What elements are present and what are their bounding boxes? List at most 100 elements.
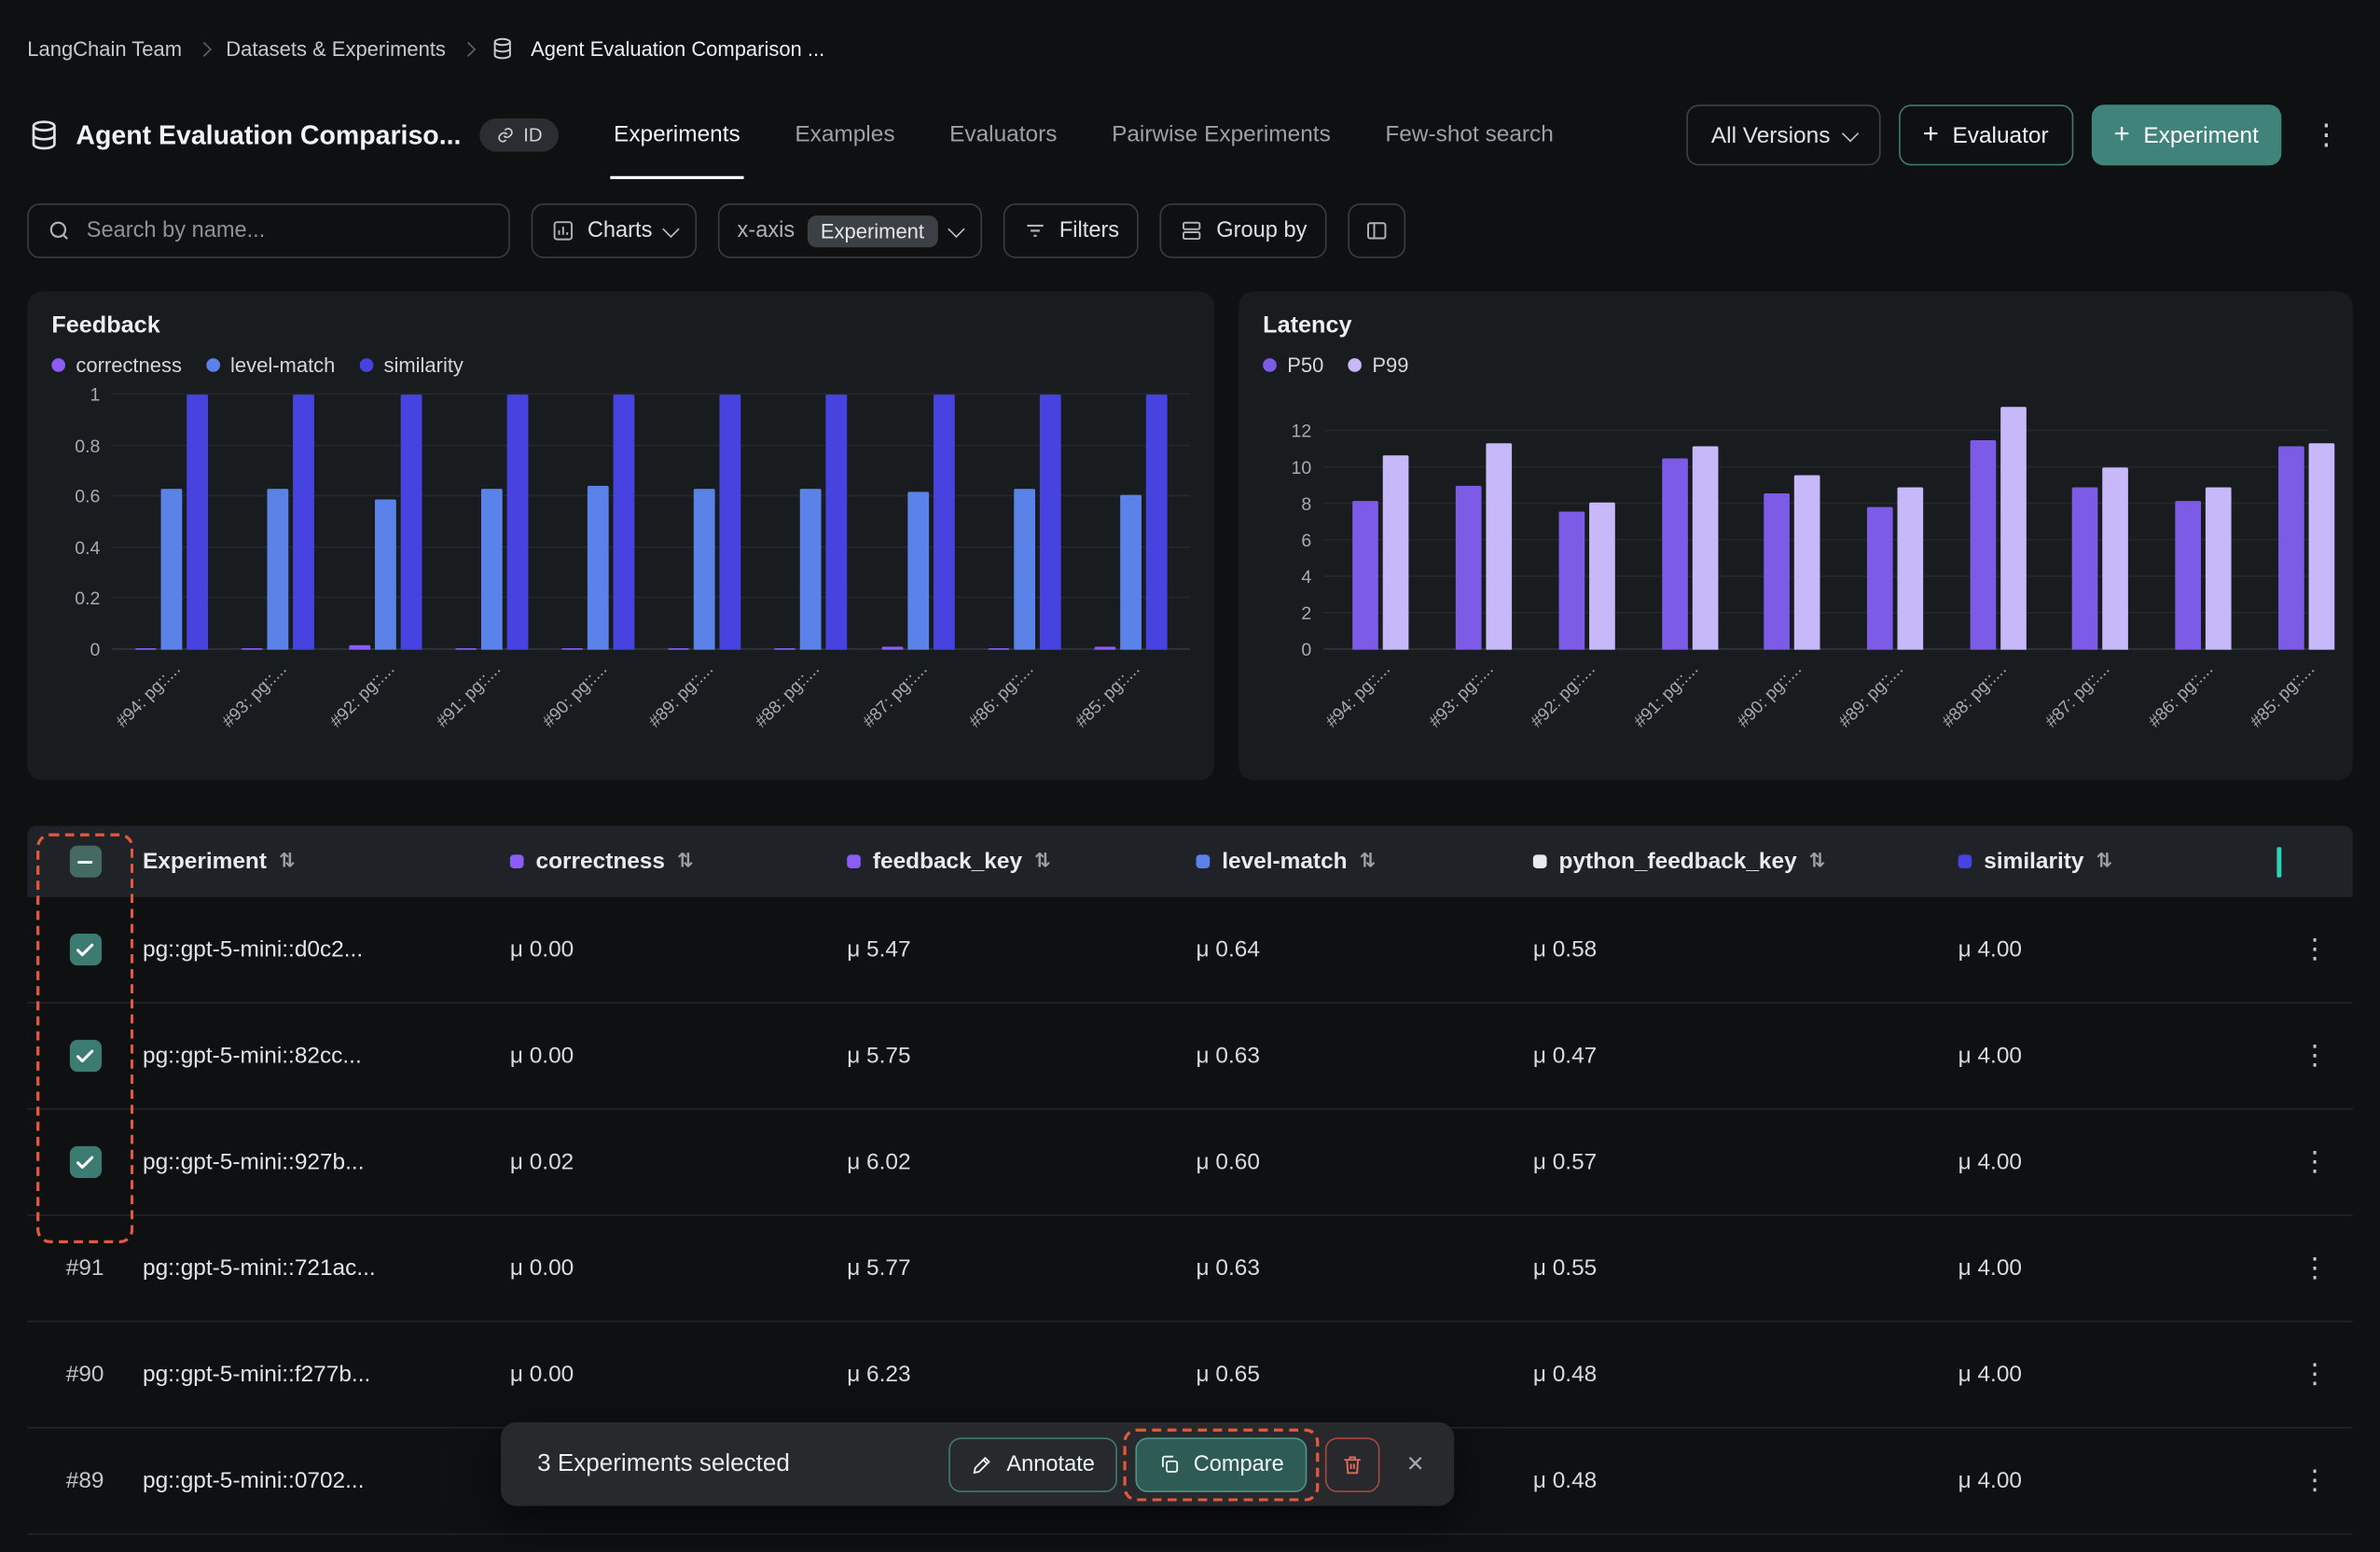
columns-button[interactable]	[1348, 203, 1406, 258]
search-input[interactable]	[83, 216, 491, 245]
tab-pairwise-experiments[interactable]: Pairwise Experiments	[1112, 120, 1331, 147]
table-row[interactable]: pg::gpt-5-mini::82cc... μ 0.00 μ 5.75 μ 0.6…	[27, 1004, 2353, 1110]
experiment-name[interactable]: pg::gpt-5-mini::f277b...	[142, 1361, 371, 1388]
bar-correctness[interactable]	[774, 647, 796, 650]
row-kebab-menu[interactable]: ⋮	[2301, 1464, 2329, 1497]
bar-P50[interactable]	[1455, 485, 1482, 650]
table-row[interactable]: #90 pg::gpt-5-mini::f277b... μ 0.00 μ 6.23 μ…	[27, 1323, 2353, 1429]
bar-similarity[interactable]	[719, 395, 741, 650]
search-input-container[interactable]	[27, 203, 510, 258]
bar-P99[interactable]	[2308, 443, 2334, 650]
charts-dropdown[interactable]: Charts	[531, 203, 697, 258]
tab-examples[interactable]: Examples	[795, 120, 895, 147]
bar-level-match[interactable]	[693, 489, 715, 650]
bar-correctness[interactable]	[1094, 646, 1116, 650]
bar-similarity[interactable]	[933, 395, 954, 650]
bar-P99[interactable]	[2206, 487, 2232, 650]
breadcrumb-team[interactable]: LangChain Team	[27, 36, 183, 61]
bar-similarity[interactable]	[1039, 395, 1061, 650]
bar-correctness[interactable]	[880, 646, 903, 650]
bar-P50[interactable]	[1970, 440, 1996, 650]
bar-P99[interactable]	[1999, 407, 2027, 650]
bar-similarity[interactable]	[293, 395, 315, 650]
column-header-python_feedback_key[interactable]: python_feedback_key ⇅	[1532, 849, 1958, 874]
x-axis-dropdown[interactable]: x-axis Experiment	[717, 203, 982, 258]
sort-icon[interactable]: ⇅	[278, 850, 296, 873]
select-all-checkbox[interactable]	[69, 845, 102, 878]
bar-level-match[interactable]	[587, 486, 609, 650]
bar-similarity[interactable]	[825, 395, 848, 650]
tab-few-shot-search[interactable]: Few-shot search	[1385, 120, 1554, 147]
row-kebab-menu[interactable]: ⋮	[2301, 1252, 2329, 1284]
bar-P50[interactable]	[2277, 445, 2304, 650]
bar-P99[interactable]	[1794, 475, 1820, 650]
bar-P99[interactable]	[1588, 502, 1615, 650]
bar-correctness[interactable]	[242, 647, 264, 650]
column-header-similarity[interactable]: similarity ⇅	[1958, 849, 2277, 874]
experiment-name[interactable]: pg::gpt-5-mini::721ac...	[142, 1255, 376, 1282]
delete-button[interactable]	[1324, 1436, 1380, 1492]
table-row[interactable]: pg::gpt-5-mini::927b... μ 0.02 μ 6.02 μ 0.6…	[27, 1110, 2353, 1216]
all-versions-dropdown[interactable]: All Versions	[1686, 104, 1881, 166]
bar-P50[interactable]	[2175, 500, 2202, 650]
bar-correctness[interactable]	[668, 647, 690, 650]
bar-level-match[interactable]	[1120, 493, 1142, 650]
column-header-feedback_key[interactable]: feedback_key ⇅	[847, 849, 1196, 874]
sort-icon[interactable]: ⇅	[1034, 850, 1051, 873]
tab-evaluators[interactable]: Evaluators	[949, 120, 1058, 147]
group-by-button[interactable]: Group by	[1160, 203, 1327, 258]
filters-button[interactable]: Filters	[1003, 203, 1140, 258]
experiment-name[interactable]: pg::gpt-5-mini::d0c2...	[142, 936, 364, 963]
bar-level-match[interactable]	[1013, 489, 1035, 650]
column-header-correctness[interactable]: correctness ⇅	[509, 849, 847, 874]
breadcrumb-datasets[interactable]: Datasets & Experiments	[226, 36, 446, 61]
row-checkbox[interactable]	[69, 1145, 102, 1179]
bar-level-match[interactable]	[267, 489, 289, 650]
bar-P50[interactable]	[1866, 507, 1893, 650]
bar-P99[interactable]	[1897, 487, 1924, 650]
sort-icon[interactable]: ⇅	[1359, 850, 1377, 873]
bar-P99[interactable]	[1691, 445, 1718, 650]
bar-level-match[interactable]	[480, 489, 503, 650]
page-kebab-menu[interactable]: ⋮	[2300, 104, 2353, 165]
bar-level-match[interactable]	[906, 492, 929, 650]
legend-item-level-match[interactable]: level-match	[205, 353, 335, 377]
bar-similarity[interactable]	[187, 395, 209, 650]
annotate-button[interactable]: Annotate	[948, 1436, 1118, 1492]
row-kebab-menu[interactable]: ⋮	[2301, 1358, 2329, 1391]
legend-item-P99[interactable]: P99	[1348, 353, 1409, 377]
bar-P99[interactable]	[2102, 467, 2129, 650]
close-selection-bar-button[interactable]: ×	[1398, 1448, 1433, 1481]
row-kebab-menu[interactable]: ⋮	[2301, 933, 2329, 966]
row-checkbox[interactable]	[69, 933, 102, 966]
bar-level-match[interactable]	[160, 489, 183, 650]
row-kebab-menu[interactable]: ⋮	[2301, 1145, 2329, 1179]
bar-P50[interactable]	[1661, 458, 1688, 650]
add-evaluator-button[interactable]: + Evaluator	[1898, 104, 2073, 166]
sort-icon[interactable]: ⇅	[677, 850, 694, 873]
compare-button[interactable]: Compare	[1135, 1436, 1308, 1492]
row-kebab-menu[interactable]: ⋮	[2301, 1039, 2329, 1073]
table-row[interactable]: #91 pg::gpt-5-mini::721ac... μ 0.00 μ 5.77 μ…	[27, 1216, 2353, 1323]
bar-similarity[interactable]	[399, 395, 422, 650]
bar-P99[interactable]	[1383, 454, 1409, 650]
bar-correctness[interactable]	[135, 647, 157, 650]
table-row[interactable]: #89 pg::gpt-5-mini::0702... μ 0.48 μ 4.00 ⋮	[27, 1429, 2353, 1535]
bar-P50[interactable]	[1558, 511, 1584, 650]
sort-icon[interactable]: ⇅	[2096, 850, 2113, 873]
bar-correctness[interactable]	[348, 644, 370, 650]
experiment-name[interactable]: pg::gpt-5-mini::0702...	[142, 1467, 365, 1494]
bar-level-match[interactable]	[374, 499, 395, 650]
experiment-name[interactable]: pg::gpt-5-mini::927b...	[142, 1149, 365, 1175]
bar-P50[interactable]	[2072, 487, 2098, 650]
add-experiment-button[interactable]: + Experiment	[2091, 104, 2282, 166]
column-header-experiment[interactable]: Experiment ⇅	[143, 849, 510, 875]
bar-similarity[interactable]	[1145, 395, 1168, 650]
bar-correctness[interactable]	[988, 647, 1009, 650]
legend-item-correctness[interactable]: correctness	[51, 353, 182, 377]
legend-item-P50[interactable]: P50	[1263, 353, 1323, 377]
bar-P50[interactable]	[1352, 500, 1379, 650]
bar-level-match[interactable]	[800, 489, 823, 650]
tab-experiments[interactable]: Experiments	[610, 91, 743, 180]
sort-icon[interactable]: ⇅	[1808, 850, 1826, 873]
